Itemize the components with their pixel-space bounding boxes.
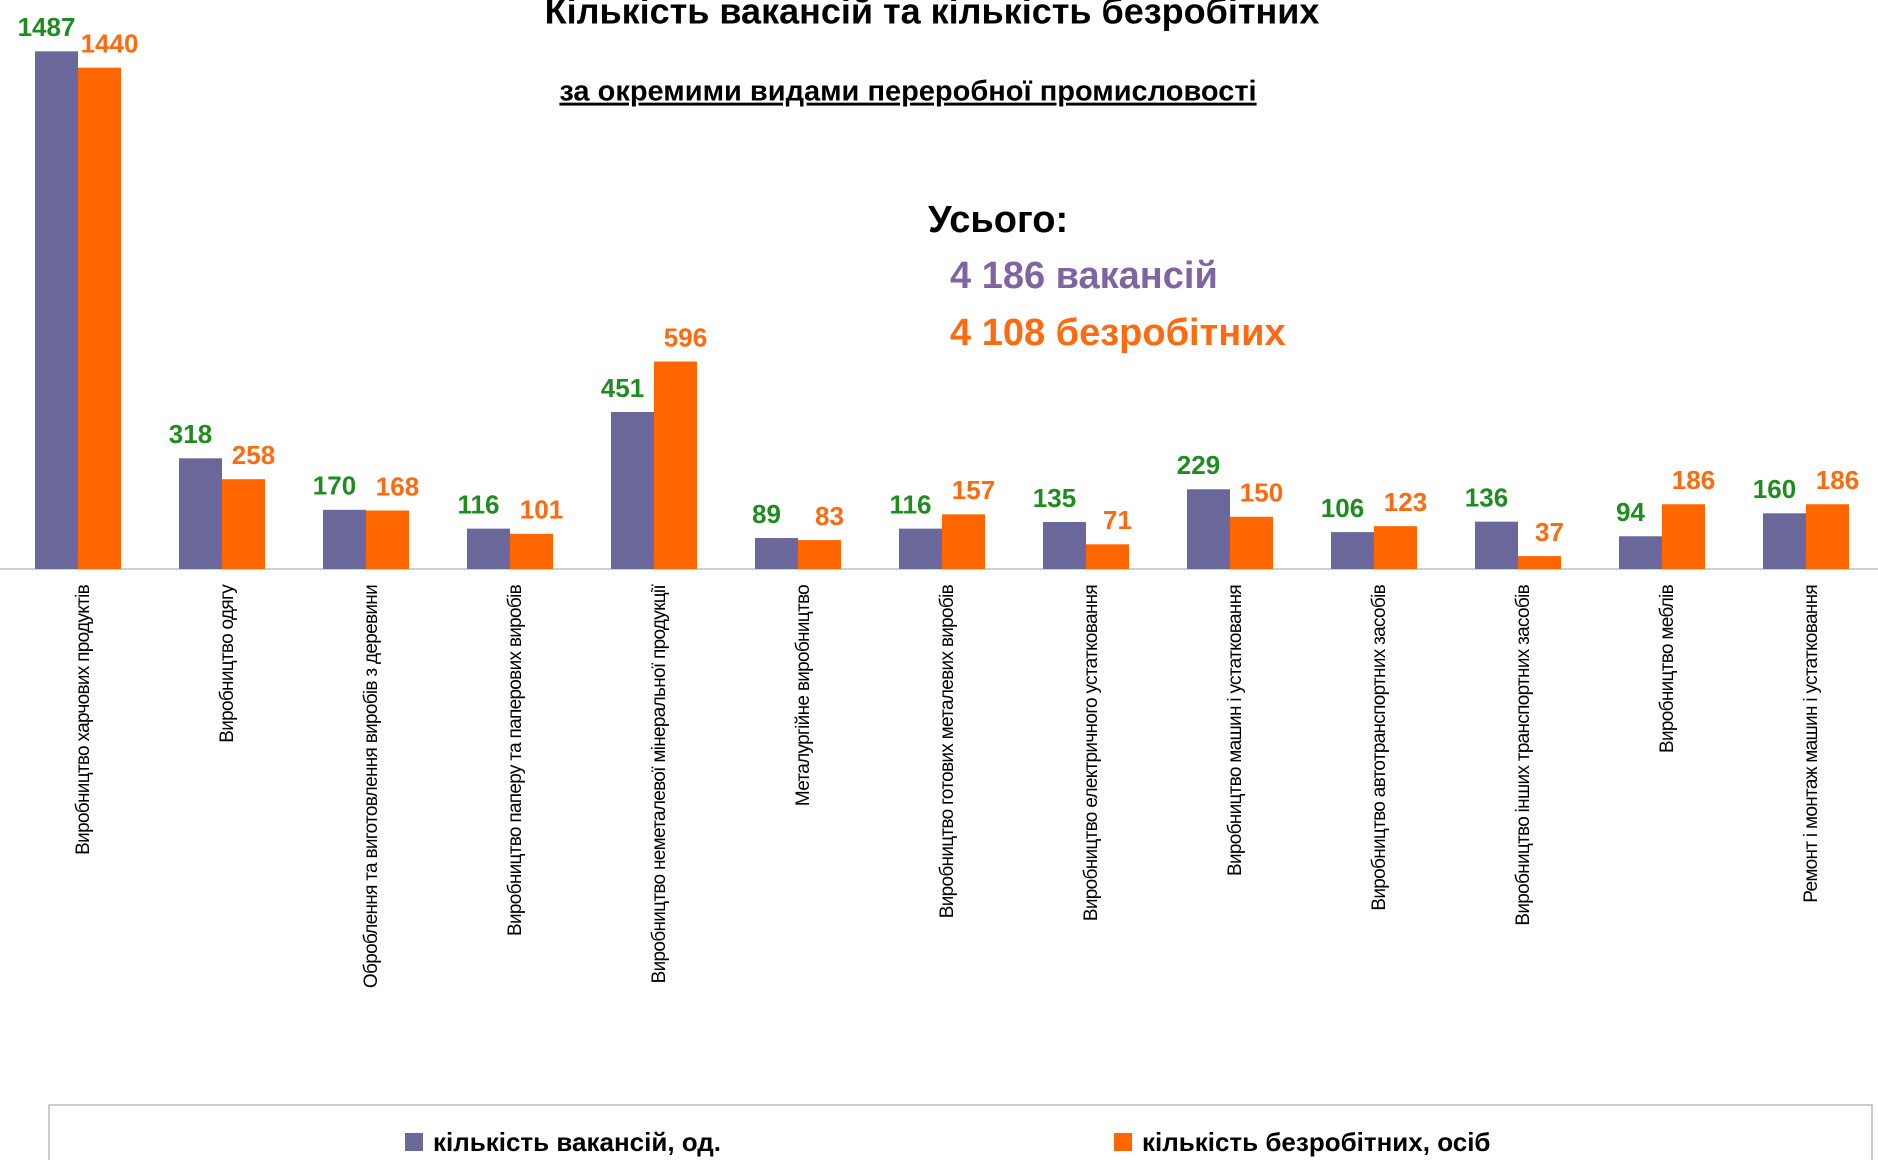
legend-marker: [1114, 1133, 1132, 1151]
annotation: 4 186 вакансій: [950, 255, 1218, 297]
bar: [366, 510, 409, 569]
x-tick-label: Виробництво паперу та паперових виробів: [505, 584, 526, 936]
bar: [510, 533, 553, 569]
legend-box: [48, 1104, 1873, 1160]
bar: [942, 514, 985, 569]
x-tick-label: Виробництво готових металевих виробів: [937, 584, 958, 918]
data-label: 186: [1672, 465, 1715, 495]
data-label: 318: [169, 419, 212, 449]
bar: [467, 528, 510, 569]
data-label: 160: [1753, 474, 1796, 504]
legend-label: кількість вакансій, од.: [433, 1127, 721, 1157]
data-label: 106: [1321, 493, 1364, 523]
data-label: 94: [1616, 497, 1645, 527]
data-label: 116: [458, 489, 500, 519]
bar: [35, 51, 78, 569]
data-label: 89: [752, 499, 781, 529]
data-label: 157: [952, 475, 995, 505]
bar: [1662, 504, 1705, 569]
annotation: Усього:: [928, 199, 1068, 241]
data-label: 170: [313, 471, 356, 501]
data-label: 258: [232, 440, 275, 470]
legend-label: кількість безробітних, осіб: [1142, 1127, 1490, 1157]
data-label: 135: [1033, 483, 1076, 513]
data-label: 136: [1465, 483, 1508, 513]
x-tick-label: Виробництво інших транспортних засобів: [1513, 584, 1534, 925]
data-label: 116: [890, 489, 932, 519]
bar: [323, 509, 366, 569]
data-label: 186: [1816, 465, 1859, 495]
bar: [654, 361, 697, 569]
bar: [1374, 526, 1417, 569]
chart-title: Кількість вакансій та кількість безробіт…: [545, 0, 1320, 32]
data-label: 451: [601, 373, 644, 403]
legend-marker: [405, 1133, 423, 1151]
x-tick-label: Виробництво електричного устатковання: [1081, 585, 1102, 921]
x-tick-label: Оброблення та виготовлення виробів з дер…: [361, 585, 382, 988]
bar: [1187, 489, 1230, 569]
bar: [798, 540, 841, 569]
data-label: 229: [1177, 450, 1220, 480]
bar: [1331, 532, 1374, 569]
data-label: 1487: [18, 12, 76, 42]
bar: [1086, 544, 1129, 569]
chart-subtitle: за окремими видами переробної промислово…: [559, 76, 1256, 108]
bar: [222, 479, 265, 569]
bar: [1763, 513, 1806, 569]
bar: [755, 538, 798, 569]
x-tick-label: Ремонт і монтаж машин і устатковання: [1801, 585, 1822, 903]
bar: [1619, 536, 1662, 569]
bar: [1806, 504, 1849, 569]
x-tick-label: Виробництво меблів: [1657, 584, 1678, 753]
bar: [78, 67, 121, 569]
x-tick-label: Виробництво одягу: [217, 584, 238, 743]
data-label: 596: [664, 322, 707, 352]
data-label: 83: [815, 501, 844, 531]
bar: [179, 458, 222, 569]
bar: [1230, 516, 1273, 569]
bar: [1475, 521, 1518, 569]
data-label: 123: [1384, 487, 1427, 517]
data-label: 37: [1535, 517, 1564, 547]
x-tick-label: Виробництво неметалевої мінеральної прод…: [649, 584, 670, 984]
bar: [1043, 522, 1086, 569]
data-label: 71: [1103, 505, 1132, 535]
x-tick-label: Металургійне виробництво: [793, 585, 814, 806]
bar: [611, 411, 654, 569]
bar: [899, 528, 942, 569]
x-tick-label: Виробництво автотранспортних засобів: [1369, 584, 1390, 910]
x-tick-label: Виробництво машин і устатковання: [1225, 585, 1246, 876]
data-label: 1440: [81, 29, 139, 59]
data-label: 168: [376, 471, 419, 501]
x-tick-label: Виробництво харчових продуктів: [73, 584, 94, 854]
data-label: 150: [1240, 478, 1283, 508]
annotation: 4 108 безробітних: [950, 312, 1286, 354]
bar: [1518, 556, 1561, 569]
data-label: 101: [520, 495, 563, 525]
